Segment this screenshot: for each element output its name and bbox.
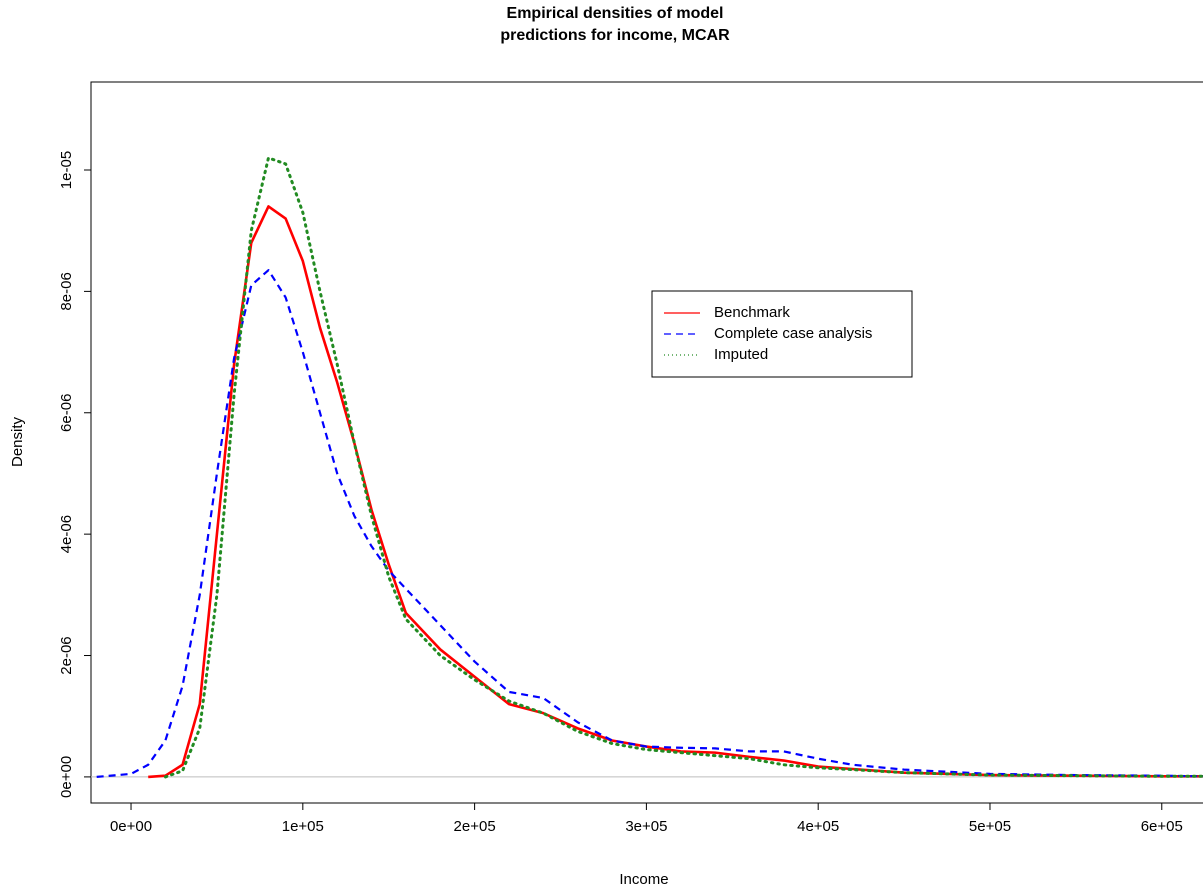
plot-area — [91, 156, 1203, 779]
y-tick-label: 2e-06 — [58, 636, 75, 674]
y-tick-label: 6e-06 — [58, 394, 75, 432]
series-line — [96, 269, 1203, 778]
x-axis-label: Income — [619, 871, 668, 888]
x-tick-label: 6e+05 — [1141, 818, 1183, 835]
x-tick-label: 3e+05 — [625, 818, 667, 835]
chart-title: predictions for income, MCAR — [500, 27, 730, 44]
x-tick-label: 1e+05 — [282, 818, 324, 835]
legend-box — [651, 290, 913, 378]
y-axis-label: Density — [9, 416, 26, 467]
chart-title: Empirical densities of model — [507, 5, 724, 22]
legend-label: Benchmark — [714, 304, 790, 321]
series-line — [163, 156, 1203, 779]
x-tick-label: 4e+05 — [797, 818, 839, 835]
y-tick-label: 4e-06 — [58, 515, 75, 553]
x-tick-label: 5e+05 — [969, 818, 1011, 835]
x-tick-label: 2e+05 — [454, 818, 496, 835]
plot-frame — [90, 81, 1203, 804]
legend-label: Imputed — [714, 346, 768, 363]
y-tick-label: 1e-05 — [58, 151, 75, 189]
y-tick-label: 8e-06 — [58, 272, 75, 310]
legend-label: Complete case analysis — [714, 325, 872, 342]
x-tick-label: 0e+00 — [110, 818, 152, 835]
y-tick-label: 0e+00 — [58, 756, 75, 798]
